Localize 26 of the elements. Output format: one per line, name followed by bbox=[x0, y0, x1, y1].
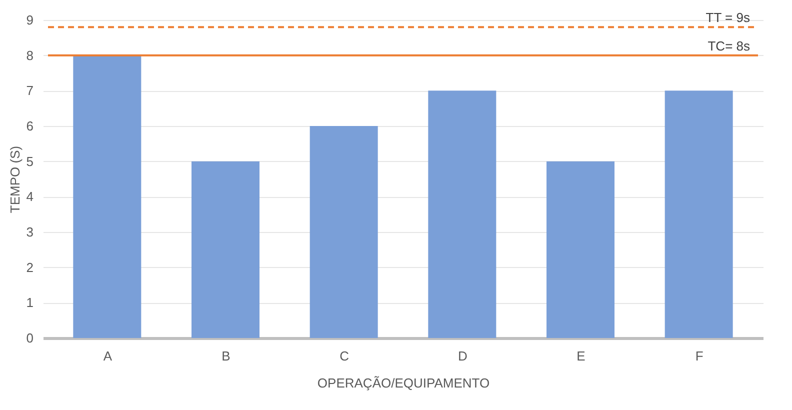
x-tick-label: F bbox=[695, 348, 704, 364]
y-tick-label: 3 bbox=[26, 224, 34, 240]
y-tick-label: 1 bbox=[26, 295, 34, 310]
ref-line-label: TT = 9s bbox=[706, 10, 750, 26]
y-tick-label: 5 bbox=[26, 154, 34, 169]
bar bbox=[310, 126, 378, 338]
y-tick-label: 4 bbox=[26, 189, 34, 204]
x-tick-label: E bbox=[576, 348, 586, 364]
y-tick-label: 8 bbox=[26, 48, 34, 63]
y-tick-label: 0 bbox=[26, 330, 34, 346]
x-axis-title: OPERAÇÃO/EQUIPAMENTO bbox=[317, 376, 490, 390]
x-tick-label: B bbox=[222, 348, 230, 364]
bar bbox=[428, 90, 496, 338]
y-tick-label: 9 bbox=[26, 12, 34, 28]
bar bbox=[664, 90, 733, 338]
bar bbox=[546, 161, 614, 338]
x-tick-label: C bbox=[340, 348, 350, 364]
x-tick-label: D bbox=[458, 348, 468, 364]
bar bbox=[192, 161, 260, 338]
bar bbox=[73, 55, 142, 338]
y-tick-label: 2 bbox=[26, 260, 34, 275]
x-tick-label: A bbox=[103, 348, 112, 364]
y-axis-title: TEMPO (S) bbox=[7, 146, 22, 214]
y-tick-label: 6 bbox=[26, 118, 34, 134]
y-tick-label: 7 bbox=[26, 83, 34, 98]
ref-line-label: TC= 8s bbox=[708, 38, 750, 54]
